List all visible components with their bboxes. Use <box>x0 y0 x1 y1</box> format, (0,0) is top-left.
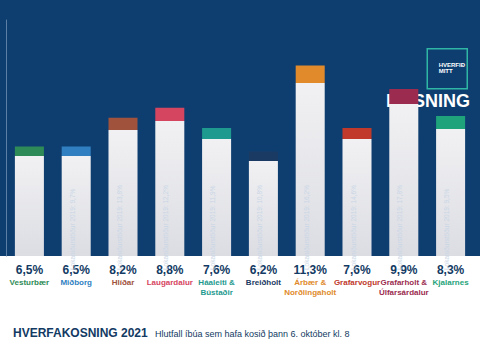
svg-text:Háaleiti &: Háaleiti & <box>198 278 235 287</box>
svg-text:Grafarholt &: Grafarholt & <box>380 278 427 287</box>
svg-text:HVERFAKOSNING 2021: HVERFAKOSNING 2021 <box>13 326 148 340</box>
svg-text:6,5%: 6,5% <box>63 263 91 277</box>
svg-text:11,3%: 11,3% <box>294 263 328 277</box>
svg-text:8,2%: 8,2% <box>109 263 137 277</box>
svg-text:9,9%: 9,9% <box>390 263 418 277</box>
svg-text:Bústaðir: Bústaðir <box>200 288 232 297</box>
svg-text:MITT: MITT <box>439 68 453 74</box>
svg-text:HVERFIÐ: HVERFIÐ <box>438 62 465 68</box>
svg-text:Hlíðar: Hlíðar <box>112 278 135 287</box>
svg-text:Lokaniðurstöður 2019: 9,7%: Lokaniðurstöður 2019: 9,7% <box>69 188 76 270</box>
svg-text:8,3%: 8,3% <box>437 263 465 277</box>
svg-text:Vesturbær: Vesturbær <box>10 278 50 287</box>
svg-text:Lokaniðurstöður 2019: 16,2%: Lokaniðurstöður 2019: 16,2% <box>303 185 310 270</box>
svg-text:6,5%: 6,5% <box>16 263 44 277</box>
svg-text:KOSNING: KOSNING <box>386 91 470 111</box>
svg-text:Miðborg: Miðborg <box>60 278 92 287</box>
svg-text:8,8%: 8,8% <box>156 263 184 277</box>
svg-text:Kjalarnes: Kjalarnes <box>433 278 470 287</box>
svg-text:Lokaniðurstöður 2019: 12,2%: Lokaniðurstöður 2019: 12,2% <box>162 185 169 270</box>
svg-text:Úlfarsárdalur: Úlfarsárdalur <box>379 288 429 297</box>
svg-text:Árbær &: Árbær & <box>294 278 326 287</box>
svg-text:Norðlingaholt: Norðlingaholt <box>284 288 336 297</box>
svg-text:Lokaniðurstöður 2019: 13,8%: Lokaniðurstöður 2019: 13,8% <box>116 185 123 270</box>
svg-text:Lokaniðurstöður 2019: 17,8%: Lokaniðurstöður 2019: 17,8% <box>396 185 403 270</box>
svg-text:Lokaniðurstöður 2019: 10,8%: Lokaniðurstöður 2019: 10,8% <box>256 185 263 270</box>
svg-text:Breiðholt: Breiðholt <box>246 278 281 287</box>
svg-text:Hlutfall íbúa sem hafa kosið þ: Hlutfall íbúa sem hafa kosið þann 6. okt… <box>155 329 350 339</box>
svg-text:6,2%: 6,2% <box>250 263 278 277</box>
svg-text:Laugardalur: Laugardalur <box>147 278 193 287</box>
svg-text:7,6%: 7,6% <box>343 263 371 277</box>
svg-text:Grafarvogur: Grafarvogur <box>334 278 380 287</box>
svg-text:7,6%: 7,6% <box>203 263 231 277</box>
svg-text:Lokaniðurstöður 2019: 14,6%: Lokaniðurstöður 2019: 14,6% <box>350 185 357 270</box>
svg-text:Lokaniðurstöður 2019: 9,5%: Lokaniðurstöður 2019: 9,5% <box>443 188 450 270</box>
svg-text:Lokaniðurstöður 2019: 11,9%: Lokaniðurstöður 2019: 11,9% <box>209 185 216 270</box>
